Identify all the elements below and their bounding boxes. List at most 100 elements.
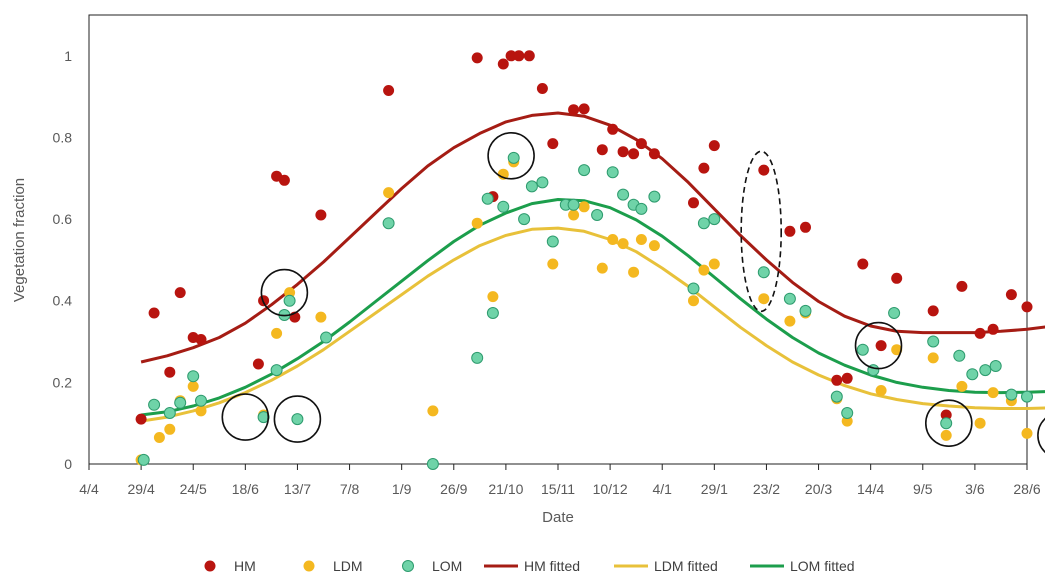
data-point-hm [523, 50, 535, 62]
x-tick-label: 4/1 [652, 481, 672, 497]
highlight-circle [924, 399, 973, 448]
data-point-ldm [187, 380, 199, 392]
data-point-lom [546, 235, 559, 248]
legend-marker-ldm [303, 560, 315, 572]
legend-label-ldm-fitted: LDM fitted [654, 558, 718, 574]
data-point-ldm [596, 262, 608, 274]
data-point-hm [505, 50, 517, 62]
data-point-lom [163, 407, 176, 419]
data-point-lom [953, 349, 966, 362]
data-point-hm [148, 307, 160, 319]
y-tick-label: 0.8 [53, 129, 73, 145]
data-point-hm [383, 85, 395, 96]
data-point-lom [426, 458, 439, 470]
data-point-hm [940, 409, 952, 421]
data-point-hm [497, 58, 509, 70]
legend-label-hm: HM [234, 558, 256, 574]
highlight-circle [273, 395, 322, 443]
data-point-lom [481, 192, 494, 205]
data-point-ldm [271, 327, 283, 339]
data-point-lom [1021, 390, 1033, 403]
data-point-ldm [635, 234, 647, 245]
highlight-dashed-ellipse [740, 150, 783, 313]
y-tick-label: 1 [64, 48, 72, 64]
data-point-hm [536, 83, 548, 94]
data-point-lom [1005, 388, 1018, 401]
x-tick-label: 29/4 [127, 481, 154, 497]
data-point-hm [568, 104, 580, 116]
data-point-lom [536, 176, 549, 189]
x-tick-label: 4/4 [79, 481, 99, 497]
data-point-hm [800, 221, 811, 233]
data-point-hm [927, 305, 939, 317]
data-point-ldm [315, 311, 327, 323]
data-point-hm [956, 280, 968, 292]
highlight-circle [1037, 417, 1045, 454]
data-point-ldm [617, 238, 629, 250]
x-tick-label: 21/10 [488, 481, 523, 497]
data-point-lom [635, 202, 648, 215]
data-point-ldm [891, 344, 903, 356]
x-tick-label: 20/3 [805, 481, 832, 497]
data-point-hm [875, 340, 887, 352]
data-point-hm [578, 103, 590, 115]
y-ticks: 0 0.2 0.4 0.6 0.8 1 [53, 48, 73, 472]
data-point-lom [697, 217, 710, 230]
data-point-lom [799, 304, 812, 317]
legend-marker-hm [204, 560, 216, 572]
data-point-ldm [688, 295, 699, 307]
data-point-lom [497, 200, 510, 213]
data-point-lom [382, 217, 395, 230]
annotations [221, 132, 1045, 454]
data-point-lom [257, 411, 270, 424]
x-tick-label: 1/9 [392, 481, 412, 497]
data-point-ldm [987, 387, 999, 399]
data-points [135, 50, 1033, 470]
data-point-lom [187, 370, 200, 383]
data-point-hm [547, 138, 559, 150]
data-point-hm [857, 258, 869, 270]
data-point-hm [315, 209, 327, 221]
y-tick-label: 0.4 [53, 293, 73, 309]
legend: HM LDM LOM HM fitted LDM fitted LOM fitted [204, 558, 855, 574]
data-point-lom [979, 364, 992, 377]
data-point-lom [291, 413, 304, 426]
highlight-circle [487, 132, 535, 180]
highlight-circle [854, 321, 903, 370]
data-point-hm [596, 144, 608, 156]
data-point-lom [648, 190, 661, 203]
data-point-lom [757, 266, 770, 279]
x-tick-label: 10/12 [593, 481, 628, 497]
data-point-ldm [940, 429, 952, 441]
x-tick-label: 13/7 [284, 481, 311, 497]
data-point-hm [974, 327, 986, 339]
series-line-hm-fitted [140, 111, 1045, 364]
data-point-hm [758, 164, 770, 176]
data-point-ldm [708, 258, 720, 270]
x-tick-label: 15/11 [541, 481, 575, 497]
data-point-hm [617, 146, 629, 158]
data-point-lom [989, 360, 1002, 372]
data-point-ldm [164, 423, 176, 435]
data-point-hm [784, 225, 796, 237]
data-point-lom [148, 398, 161, 411]
series-line-lom-fitted [140, 198, 1045, 417]
data-point-hm [648, 148, 660, 160]
data-point-lom [940, 417, 953, 430]
data-point-lom [486, 307, 499, 319]
x-tick-label: 3/6 [965, 481, 985, 497]
x-tick-label: 29/1 [701, 481, 728, 497]
data-point-hm [708, 140, 720, 152]
x-tick-label: 14/4 [857, 481, 884, 497]
data-point-lom [174, 396, 187, 409]
x-tick-label: 23/2 [753, 481, 780, 497]
data-point-ldm [471, 217, 483, 229]
data-point-lom [525, 180, 538, 193]
data-point-ldm [698, 264, 710, 276]
legend-label-lom-fitted: LOM fitted [790, 558, 855, 574]
data-point-ldm [427, 405, 439, 417]
data-point-lom [195, 394, 207, 407]
data-point-hm [698, 162, 710, 174]
legend-label-hm-fitted: HM fitted [524, 558, 580, 574]
